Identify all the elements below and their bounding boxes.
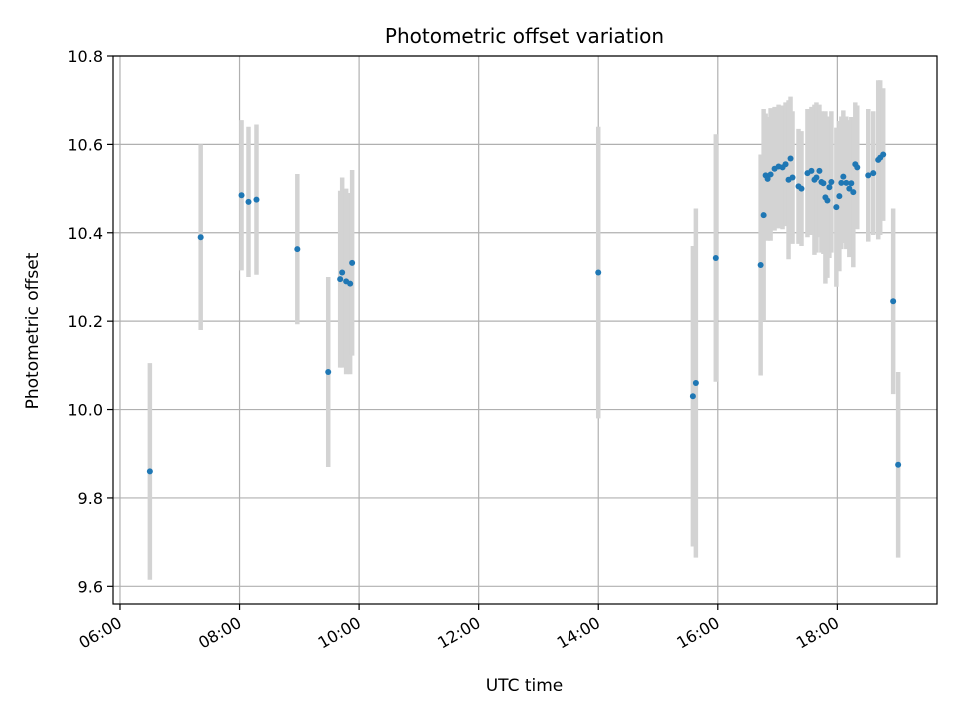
data-point [337,276,344,283]
y-tick-label: 10.0 [67,401,103,420]
y-tick-label: 9.8 [78,489,103,508]
data-point [253,196,260,203]
data-point [808,167,815,174]
data-point [782,161,789,168]
data-point [294,246,301,253]
plot-frame [112,55,938,605]
data-point [828,178,835,185]
data-point [238,192,245,199]
data-point [349,259,356,266]
data-point [850,189,857,196]
y-tick-label: 10.4 [67,224,103,243]
data-point [245,198,252,205]
data-point [838,179,845,186]
data-point [895,461,902,468]
data-point [767,171,774,178]
data-point [347,280,354,287]
y-axis-ticks: 9.6 9.8 10.0 10.2 10.4 10.6 10.8 [67,47,113,596]
data-point [890,298,897,305]
y-axis-label: Photometric offset [23,252,43,409]
data-point [880,151,887,158]
y-tick-label: 10.2 [67,312,103,331]
data-point [836,193,843,200]
data-point [824,197,831,204]
data-point [820,180,827,187]
data-point [692,380,699,387]
data-point [843,179,850,186]
data-point [689,393,696,400]
y-tick-label: 10.8 [67,47,103,66]
data-point [325,368,332,375]
data-point [813,174,820,181]
data-point [339,269,346,276]
data-point [764,175,771,182]
data-point [846,185,853,192]
data-point [848,180,855,187]
x-axis-label: UTC time [486,676,564,696]
data-point [146,468,153,475]
data-point [760,212,767,219]
data-point [595,269,602,276]
data-point [826,184,833,191]
data-point [833,204,840,211]
data-point [870,170,877,177]
data-point [816,167,823,174]
data-point [798,185,805,192]
y-tick-label: 10.6 [67,135,103,154]
y-tick-label: 9.6 [78,577,103,596]
data-point [789,174,796,181]
chart-title: Photometric offset variation [385,24,664,48]
data-point [787,155,794,162]
data-point [840,173,847,180]
data-point [712,254,719,261]
data-point [854,164,861,171]
data-points [146,151,902,475]
data-point [197,234,204,241]
data-point [865,172,872,179]
data-point [757,262,764,269]
